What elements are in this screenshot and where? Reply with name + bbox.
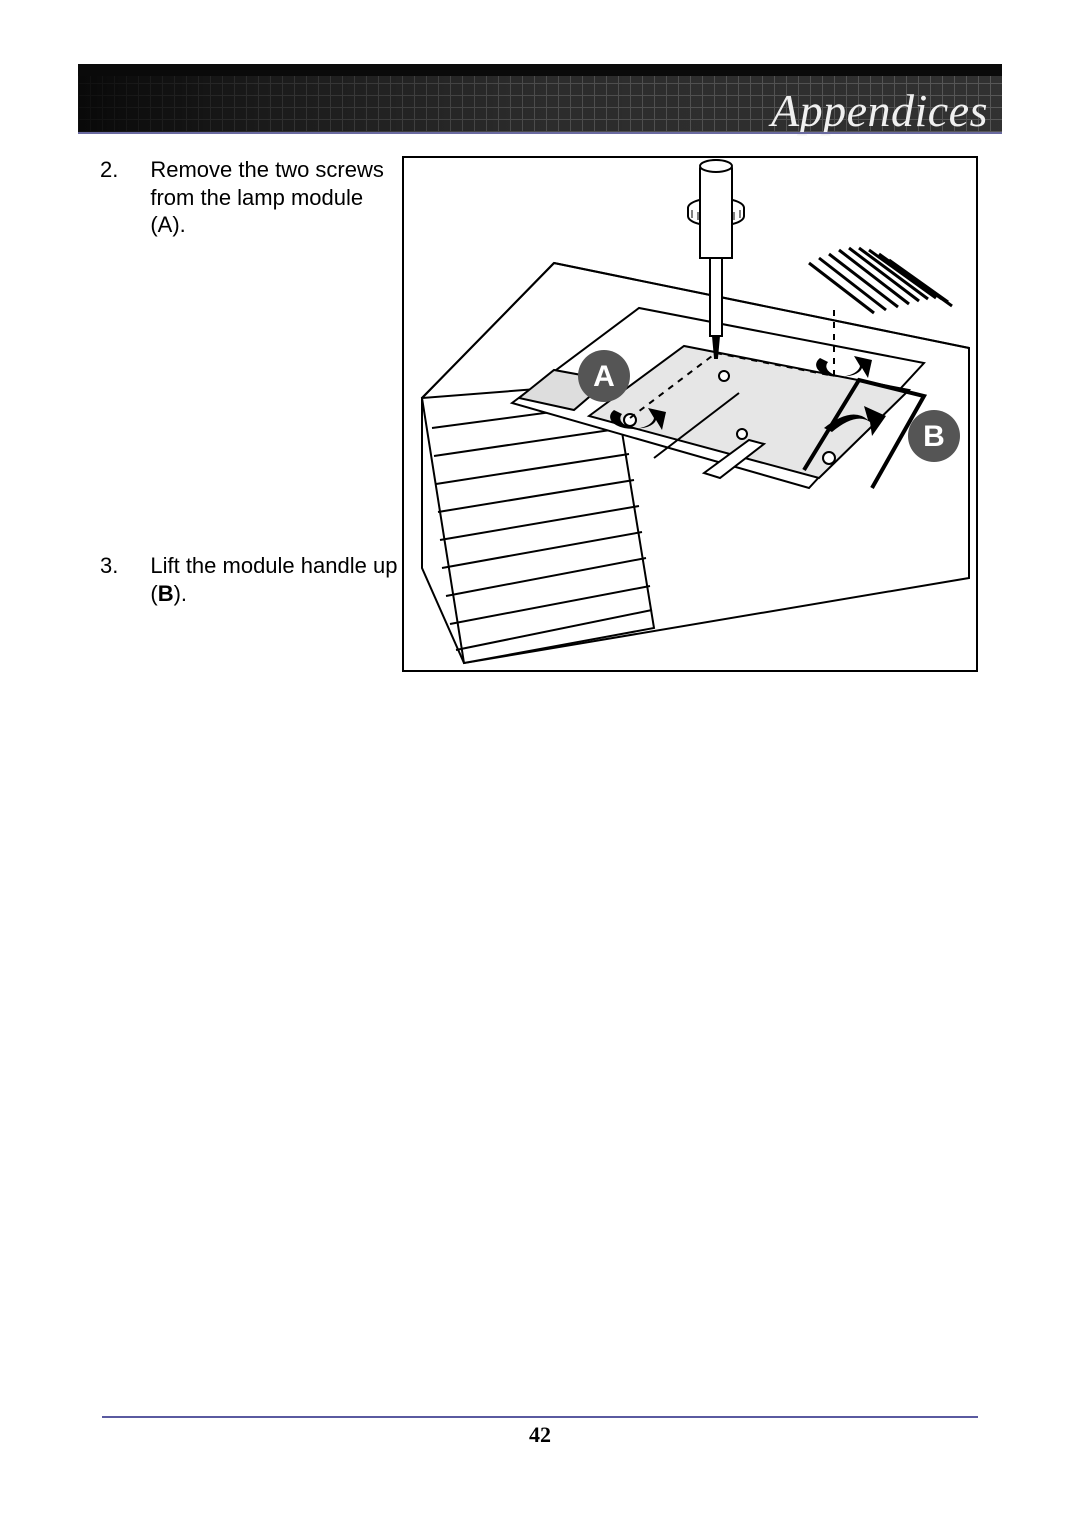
step-2: 2. Remove the two screws from the lamp m…	[100, 156, 400, 239]
step-text-part: ).	[174, 581, 187, 606]
step-number: 3.	[100, 552, 118, 607]
step-number: 2.	[100, 156, 118, 239]
step-text-part: Lift the module handle up (	[150, 553, 397, 606]
label-a-badge: A	[578, 350, 630, 402]
header-grid-strip: Appendices	[78, 76, 1002, 132]
footer-rule	[102, 1416, 978, 1418]
header-underline	[78, 132, 1002, 134]
label-a-text: A	[593, 360, 615, 393]
label-b-text: B	[923, 420, 945, 453]
instruction-figure: A B	[402, 156, 978, 672]
step-text: Remove the two screws from the lamp modu…	[150, 156, 400, 239]
page: Appendices 2. Remove the two screws from…	[0, 0, 1080, 1528]
step-3: 3. Lift the module handle up (B).	[100, 552, 400, 607]
section-title: Appendices	[771, 84, 988, 137]
header-band: Appendices	[78, 64, 1002, 144]
step-text: Lift the module handle up (B).	[150, 552, 400, 607]
page-number: 42	[0, 1422, 1080, 1448]
label-b-badge: B	[908, 410, 960, 462]
step-text-bold: B	[158, 581, 174, 606]
header-dark-strip	[78, 64, 1002, 76]
